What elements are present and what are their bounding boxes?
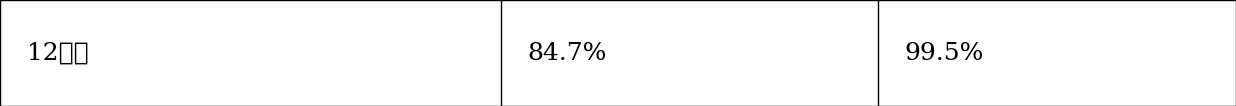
Text: 84.7%: 84.7% — [528, 42, 607, 64]
Text: 12个月: 12个月 — [27, 42, 89, 64]
Text: 99.5%: 99.5% — [905, 42, 984, 64]
